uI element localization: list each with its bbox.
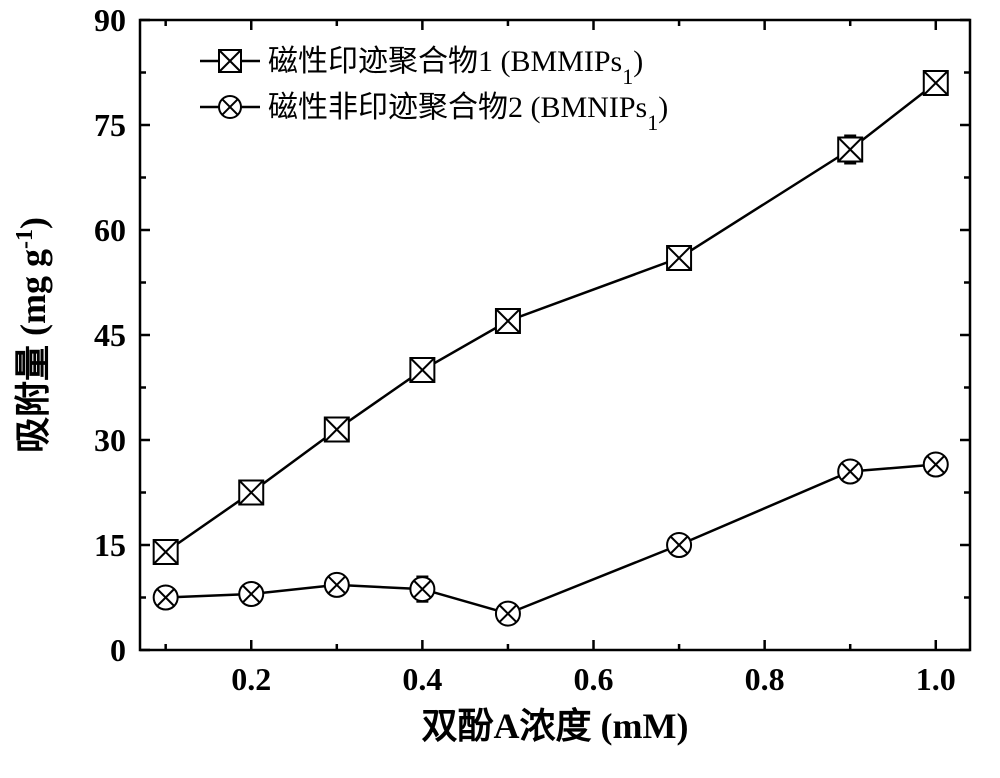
y-tick-label: 30 [94, 422, 126, 458]
x-axis-title: 双酚A浓度 (mM) [422, 706, 689, 746]
chart-container: 0.2 0.4 0.6 0.8 1.0 0 15 30 45 60 75 90 双酚A浓度 (mM) 吸附… [0, 0, 1000, 773]
legend-label: 磁性非印迹聚合物2 (BMNIPs1) [268, 91, 668, 135]
x-tick-label: 1.0 [916, 661, 956, 697]
x-tick-label: 0.4 [402, 661, 442, 697]
y-axis-title: 吸附量 (mg g-1) [12, 217, 53, 453]
y-tick-label: 15 [94, 527, 126, 563]
y-tick-label: 75 [94, 107, 126, 143]
y-tick-label: 45 [94, 317, 126, 353]
x-tick-label: 0.8 [745, 661, 785, 697]
legend-label: 磁性印迹聚合物1 (BMMIPs1) [268, 45, 643, 89]
series-line-BMMIPs1 [166, 83, 936, 552]
chart-svg: 0.2 0.4 0.6 0.8 1.0 0 15 30 45 60 75 90 双酚A浓度 (mM) 吸附… [0, 0, 1000, 773]
x-tick-label: 0.2 [231, 661, 271, 697]
series-line-BMNIPs1 [166, 465, 936, 614]
x-tick-label: 0.6 [574, 661, 614, 697]
y-tick-label: 60 [94, 212, 126, 248]
y-tick-label: 90 [94, 2, 126, 38]
y-tick-label: 0 [110, 632, 126, 668]
